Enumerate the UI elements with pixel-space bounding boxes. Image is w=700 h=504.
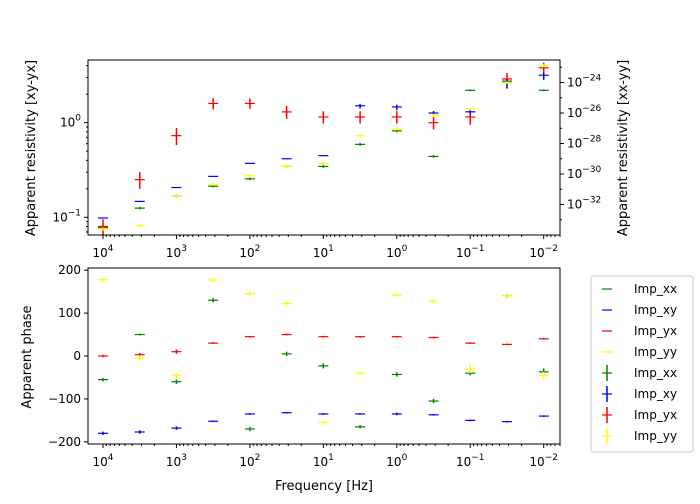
legend: Imp_xx Imp_xy Imp_yx Imp_yy Imp_xx Imp_xy Imp_… [590, 275, 694, 453]
bottom-x-tick-label: 100 [386, 453, 407, 469]
legend-entry: Imp_xx [602, 365, 677, 381]
bottom-x-tick-label: 104 [92, 453, 113, 469]
bottom-x-tick-label: 103 [166, 453, 187, 469]
legend-entry: Imp_yy [602, 428, 677, 444]
top-x-tick-label: 100 [386, 244, 407, 260]
top-x-tick-label: 103 [166, 244, 187, 260]
bottom-x-tick-label: 10−2 [529, 453, 558, 469]
legend-label: Imp_yx [634, 324, 677, 338]
top-panel-marks [97, 62, 549, 235]
bottom-y-tick-label: −100 [48, 392, 81, 406]
legend-label: Imp_yx [634, 408, 677, 422]
bottom-y-tick-label: −200 [48, 435, 81, 449]
top-x-tick-label: 101 [313, 244, 334, 260]
top-right-y-tick-label: 10−26 [567, 104, 602, 120]
legend-entry: Imp_yx [602, 407, 677, 423]
top-left-y-tick-label: 100 [60, 114, 81, 130]
legend-entry: Imp_xx [602, 282, 677, 296]
top-right-y-tick-label: 10−28 [567, 135, 602, 151]
legend-entry: Imp_yy [602, 345, 677, 359]
legend-label: Imp_xx [634, 282, 677, 296]
bottom-ylabel: Apparent phase [20, 305, 35, 408]
bottom-x-tick-label: 10−1 [456, 453, 485, 469]
top-right-y-tick-label: 10−30 [567, 165, 602, 181]
legend-label: Imp_yy [634, 345, 677, 359]
top-x-tick-label: 104 [92, 244, 113, 260]
top-left-y-tick-label: 10−1 [52, 208, 81, 224]
bottom-plot-frame [87, 267, 561, 445]
top-x-tick-label: 102 [239, 244, 260, 260]
top-x-tick-label: 10−1 [456, 244, 485, 260]
top-right-y-tick-label: 10−24 [567, 74, 602, 90]
legend-entry: Imp_xy [602, 386, 677, 402]
legend-frame [590, 275, 694, 453]
legend-label: Imp_xx [634, 366, 677, 380]
legend-entry: Imp_yx [602, 324, 677, 338]
top-plot-frame [87, 59, 561, 236]
top-x-tick-label: 10−2 [529, 244, 558, 260]
top-left-ylabel: Apparent resistivity [xy-yx] [24, 60, 39, 236]
legend-label: Imp_xy [634, 303, 677, 317]
bottom-x-tick-label: 102 [239, 453, 260, 469]
legend-entry: Imp_xy [602, 303, 677, 317]
bottom-y-tick-label: 200 [58, 263, 81, 277]
bottom-panel-marks [97, 277, 549, 435]
bottom-y-tick-label: 100 [58, 306, 81, 320]
bottom-xlabel: Frequency [Hz] [275, 479, 373, 494]
top-right-ylabel: Apparent resistivity [xx-yy] [616, 60, 631, 236]
legend-label: Imp_xy [634, 387, 677, 401]
bottom-x-tick-label: 101 [313, 453, 334, 469]
legend-label: Imp_yy [634, 429, 677, 443]
axes-layer: 104 104 103 103 102 102 101 101 100 100 10−1 10−1 10… [48, 65, 602, 469]
bottom-y-tick-label: 0 [73, 349, 81, 363]
top-right-y-tick-label: 10−32 [567, 196, 601, 212]
